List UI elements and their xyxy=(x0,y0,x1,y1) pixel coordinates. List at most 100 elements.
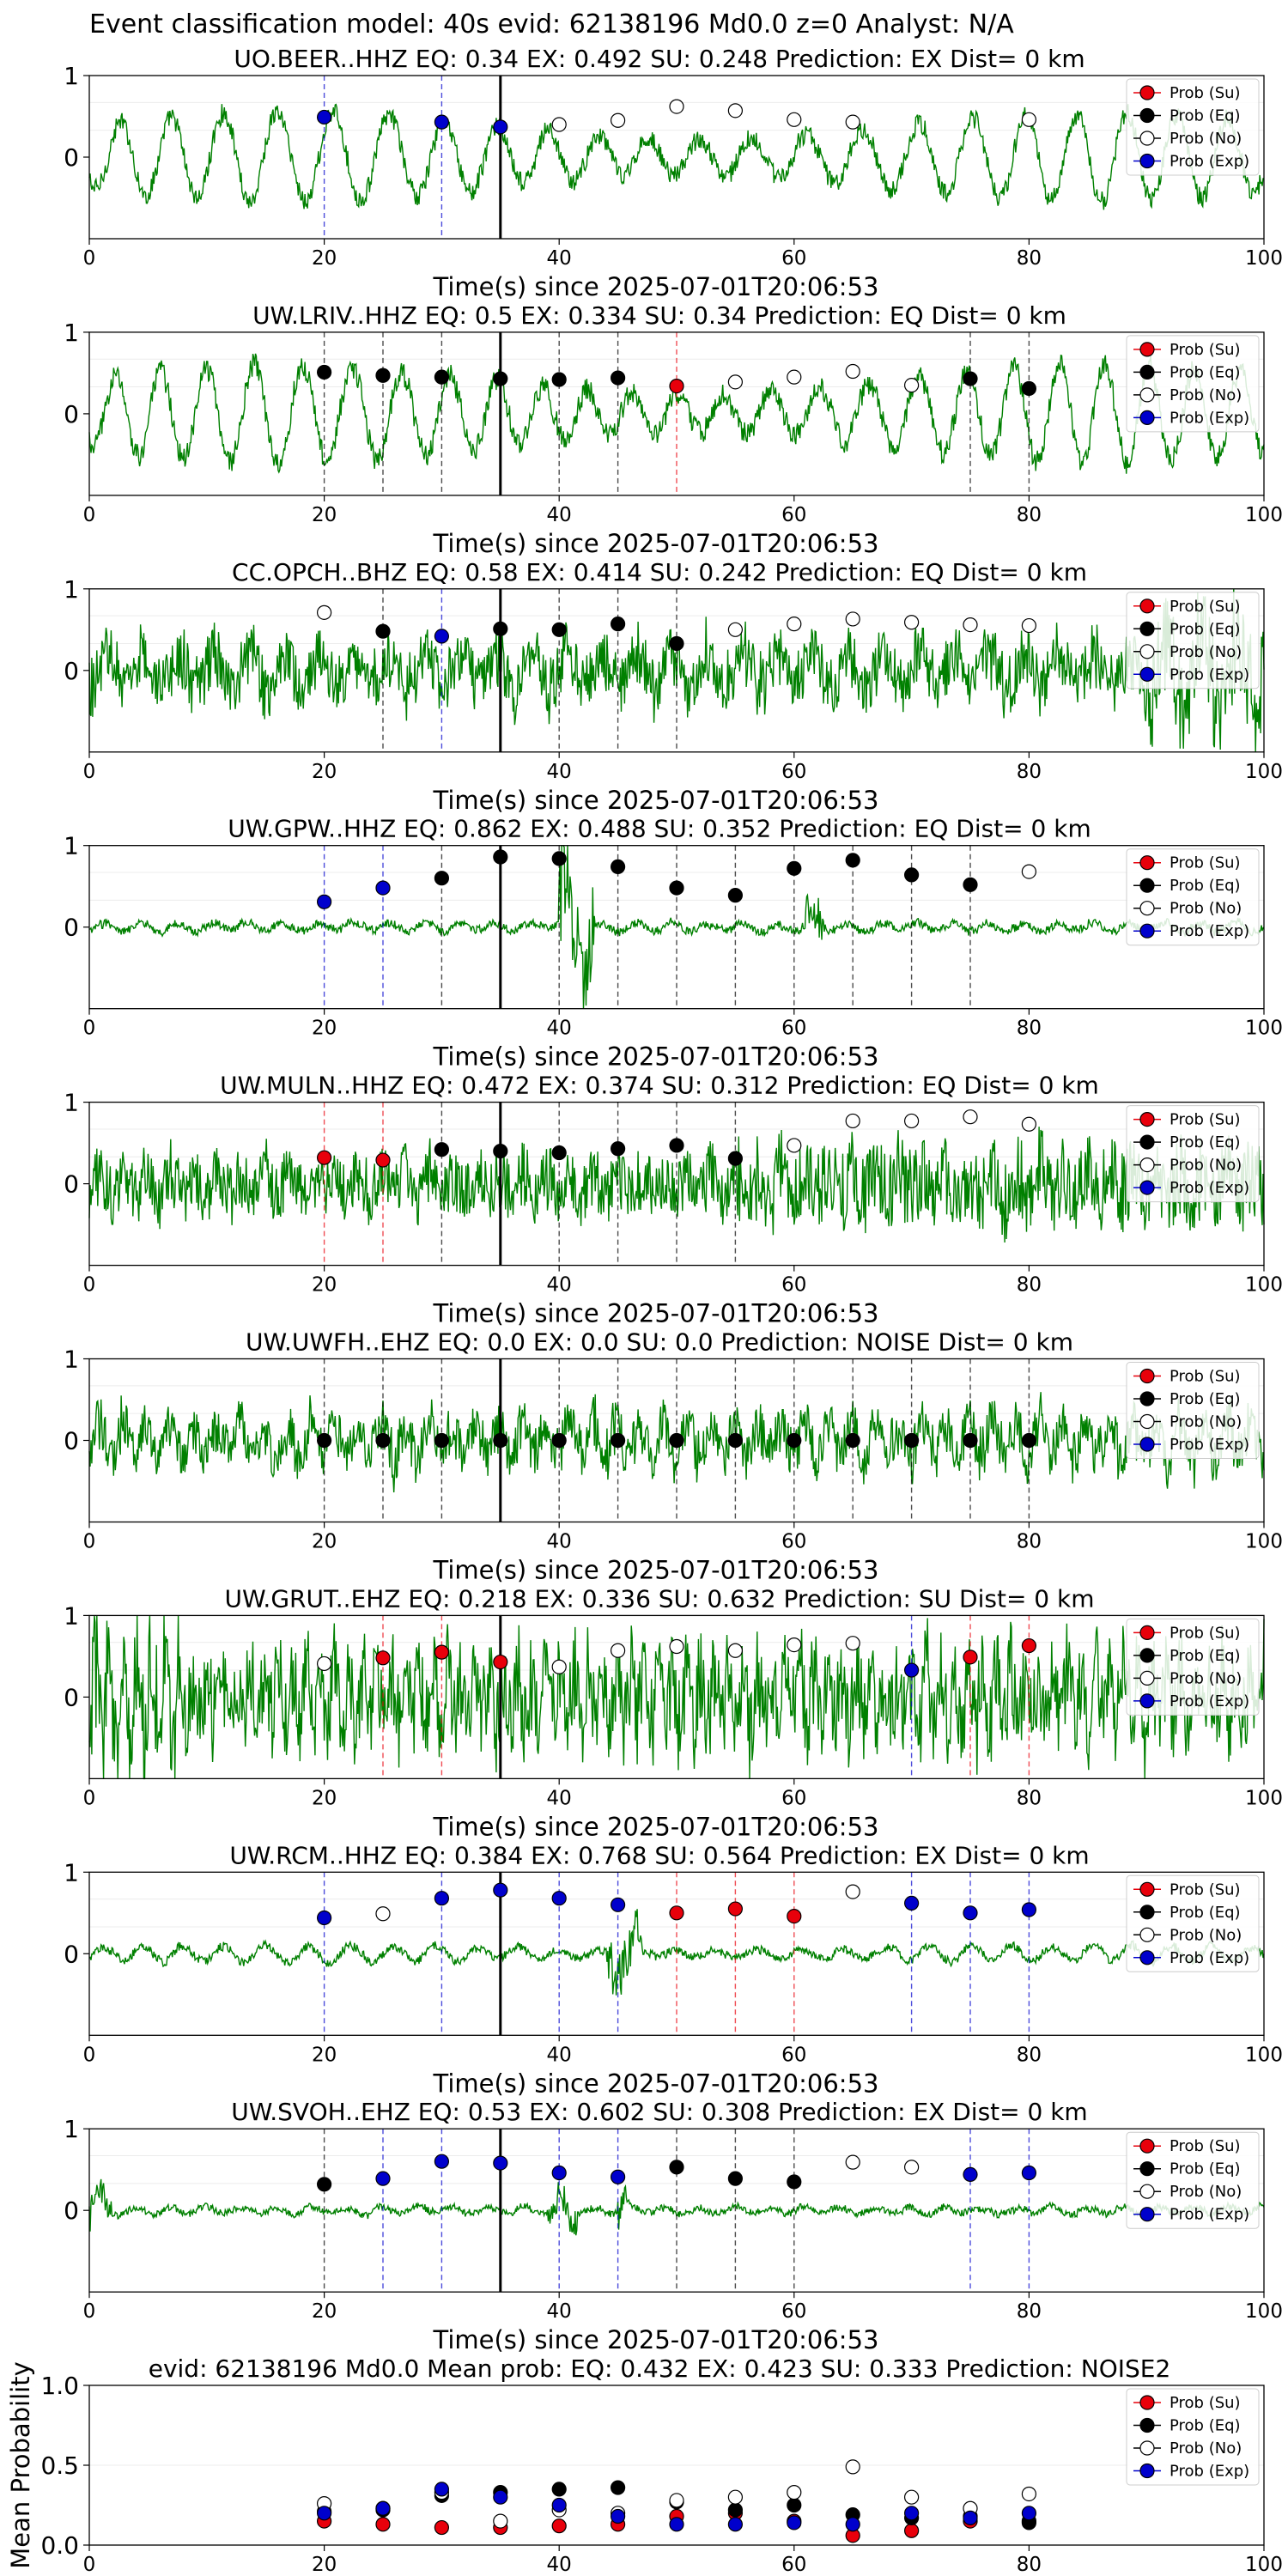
x-tick-label: 40 xyxy=(547,1274,572,1297)
legend-marker-eq xyxy=(1139,621,1155,636)
prob-point-no xyxy=(903,378,920,393)
x-tick-label: 20 xyxy=(312,1531,337,1553)
mean-point-su xyxy=(551,2518,567,2534)
prob-point-exp xyxy=(375,2171,391,2186)
prob-point-no xyxy=(787,112,802,127)
prob-point-no xyxy=(1021,112,1037,127)
x-tick-label: 40 xyxy=(547,2554,572,2576)
legend-box xyxy=(1126,78,1260,176)
mean-point-eq xyxy=(610,2480,626,2495)
y-tick-label: 0 xyxy=(64,2196,79,2225)
legend-marker-no xyxy=(1139,644,1155,659)
prob-point-exp xyxy=(551,2165,567,2181)
legend-marker-exp xyxy=(1139,1180,1155,1195)
prob-point-su xyxy=(787,1909,802,1924)
x-tick-label: 100 xyxy=(1245,1531,1283,1553)
x-tick-label: 0 xyxy=(83,2044,96,2066)
x-tick-label: 0 xyxy=(83,1018,96,1040)
prob-point-no xyxy=(963,617,978,633)
prob-point-eq xyxy=(551,622,567,637)
y-tick-label: 0 xyxy=(64,1683,79,1711)
legend-marker-exp xyxy=(1139,1437,1155,1452)
legend-box xyxy=(1126,1105,1260,1203)
prob-point-no xyxy=(845,611,860,627)
mean-point-no xyxy=(845,2459,860,2475)
legend-marker-su xyxy=(1139,598,1155,614)
prob-point-exp xyxy=(1021,1902,1037,1917)
prob-point-exp xyxy=(963,2166,978,2182)
legend-label-eq: Prob (Eq) xyxy=(1170,877,1241,895)
x-tick-label: 100 xyxy=(1245,2044,1283,2066)
legend-label-no: Prob (No) xyxy=(1170,1669,1242,1687)
prob-point-exp xyxy=(317,109,332,125)
prob-point-eq xyxy=(434,369,450,385)
prob-point-eq xyxy=(493,1432,508,1449)
x-tick-label: 100 xyxy=(1245,2554,1283,2576)
waveform-trace xyxy=(88,1392,1265,1493)
x-tick-label: 60 xyxy=(781,2044,806,2066)
x-tick-label: 0 xyxy=(83,761,96,783)
legend-label-eq: Prob (Eq) xyxy=(1170,1390,1241,1408)
prob-point-exp xyxy=(903,1895,920,1911)
prob-point-eq xyxy=(610,859,626,875)
prob-point-eq xyxy=(669,2160,684,2175)
mean-point-eq xyxy=(787,2497,802,2513)
y-tick-label: 0 xyxy=(64,1427,79,1455)
panel-title: evid: 62138196 Md0.0 Mean prob: EQ: 0.43… xyxy=(149,2354,1171,2383)
prob-point-su xyxy=(669,1905,684,1921)
prob-point-su xyxy=(493,1654,508,1670)
legend-marker-no xyxy=(1139,1927,1155,1942)
x-tick-label: 60 xyxy=(781,504,806,526)
x-axis-label: Time(s) since 2025-07-01T20:06:53 xyxy=(433,529,879,558)
x-tick-label: 40 xyxy=(547,761,572,783)
mean-point-no xyxy=(787,2485,802,2500)
prob-point-no xyxy=(963,1109,978,1125)
prob-point-eq xyxy=(903,867,920,883)
mean-point-su xyxy=(434,2519,450,2536)
prob-point-eq xyxy=(787,2174,802,2190)
panel-title: UW.LRIV..HHZ EQ: 0.5 EX: 0.334 SU: 0.34 … xyxy=(252,301,1066,330)
prob-point-su xyxy=(669,379,684,394)
prob-point-eq xyxy=(669,1432,684,1449)
legend-label-exp: Prob (Exp) xyxy=(1170,153,1249,171)
prob-point-no xyxy=(845,1636,860,1651)
mean-point-no xyxy=(669,2493,684,2508)
legend-label-exp: Prob (Exp) xyxy=(1170,2463,1249,2481)
legend-marker-su xyxy=(1139,1881,1155,1897)
prob-point-eq xyxy=(434,871,450,886)
prob-point-exp xyxy=(610,1897,626,1912)
prob-point-exp xyxy=(434,114,450,130)
x-tick-label: 100 xyxy=(1245,247,1283,270)
legend-box xyxy=(1126,848,1260,946)
x-tick-label: 20 xyxy=(312,247,337,270)
mean-point-exp xyxy=(669,2517,684,2532)
x-tick-label: 40 xyxy=(547,2044,572,2066)
legend-label-no: Prob (No) xyxy=(1170,386,1242,404)
prob-point-no xyxy=(787,1138,802,1153)
station-panel-9: UW.SVOH..EHZ EQ: 0.53 EX: 0.602 SU: 0.30… xyxy=(64,2098,1283,2354)
prob-point-eq xyxy=(610,1432,626,1449)
prob-point-no xyxy=(727,103,744,118)
mean-point-exp xyxy=(375,2500,391,2516)
prob-point-eq xyxy=(375,623,391,639)
prob-point-no xyxy=(903,2160,920,2175)
panel-title: UW.GRUT..EHZ EQ: 0.218 EX: 0.336 SU: 0.6… xyxy=(224,1584,1094,1613)
prob-point-eq xyxy=(845,1432,860,1449)
prob-point-su xyxy=(434,1644,450,1660)
mean-point-eq xyxy=(551,2482,567,2497)
x-tick-label: 40 xyxy=(547,1531,572,1553)
mean-point-exp xyxy=(963,2510,978,2525)
legend-label-su: Prob (Su) xyxy=(1170,1880,1241,1899)
panel-title: CC.OPCH..BHZ EQ: 0.58 EX: 0.414 SU: 0.24… xyxy=(232,558,1087,586)
legend-marker-no xyxy=(1139,901,1155,916)
prob-point-no xyxy=(375,1906,391,1922)
y-tick-label: 0 xyxy=(64,1940,79,1968)
prob-point-eq xyxy=(727,1151,744,1166)
mean-point-exp xyxy=(903,2506,920,2521)
x-tick-label: 0 xyxy=(83,1787,96,1809)
y-tick-label: 0.5 xyxy=(40,2451,79,2480)
x-tick-label: 100 xyxy=(1245,1274,1283,1297)
legend-label-su: Prob (Su) xyxy=(1170,2394,1241,2412)
prob-point-su xyxy=(963,1649,978,1665)
x-tick-label: 60 xyxy=(781,247,806,270)
